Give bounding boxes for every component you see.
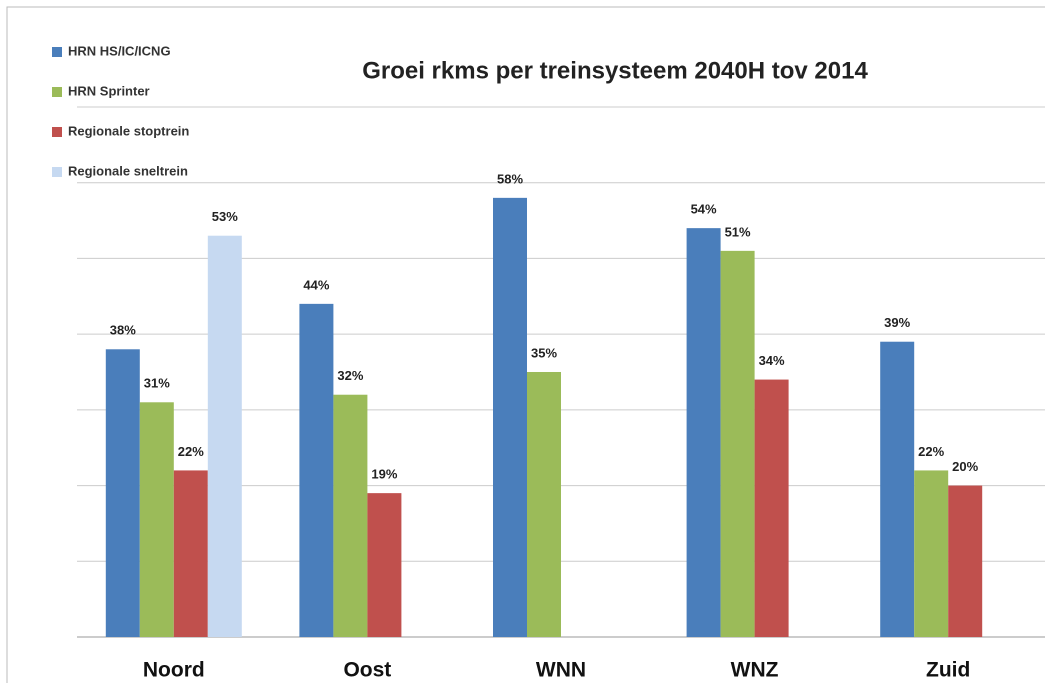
data-label: 58%: [497, 171, 523, 186]
x-tick-label: Oost: [343, 659, 391, 682]
data-label: 32%: [337, 368, 363, 383]
bar: [720, 250, 755, 637]
frame: [6, 6, 1045, 688]
legend-swatch: [52, 87, 62, 97]
data-label: 19%: [371, 467, 397, 482]
data-label: 22%: [178, 444, 204, 459]
bar: [367, 493, 402, 637]
data-label: 34%: [759, 353, 785, 368]
x-tick-label: WNN: [536, 659, 586, 682]
legend-label: HRN Sprinter: [68, 83, 150, 98]
x-tick-label: Zuid: [926, 659, 970, 682]
bar: [139, 402, 174, 637]
legend-swatch: [52, 47, 62, 57]
bar: [914, 470, 949, 637]
bar: [207, 235, 242, 637]
legend-label: Regionale stoptrein: [68, 123, 189, 138]
legend-swatch: [52, 167, 62, 177]
bar: [173, 470, 208, 637]
x-tick-label: WNZ: [731, 659, 779, 682]
bar: [493, 197, 527, 637]
bar: [527, 372, 561, 637]
data-label: 51%: [725, 224, 751, 239]
legend-swatch: [52, 127, 62, 137]
chart-title: Groei rkms per treinsysteem 2040H tov 20…: [362, 57, 868, 84]
data-label: 38%: [110, 323, 136, 338]
bar: [948, 485, 983, 637]
data-label: 44%: [303, 277, 329, 292]
data-label: 39%: [884, 315, 910, 330]
legend-label: HRN HS/IC/ICNG: [68, 43, 171, 58]
data-label: 22%: [918, 444, 944, 459]
legend-label: Regionale sneltrein: [68, 163, 188, 178]
data-label: 20%: [952, 459, 978, 474]
data-label: 35%: [531, 345, 557, 360]
bar: [333, 394, 368, 637]
data-label: 31%: [144, 376, 170, 391]
x-tick-label: Noord: [143, 659, 205, 682]
bar: [754, 379, 789, 637]
data-label: 53%: [212, 209, 238, 224]
data-label: 54%: [691, 202, 717, 217]
bar: [880, 341, 915, 637]
bar: [299, 303, 334, 637]
bar: [105, 349, 140, 637]
bar: [686, 228, 721, 637]
